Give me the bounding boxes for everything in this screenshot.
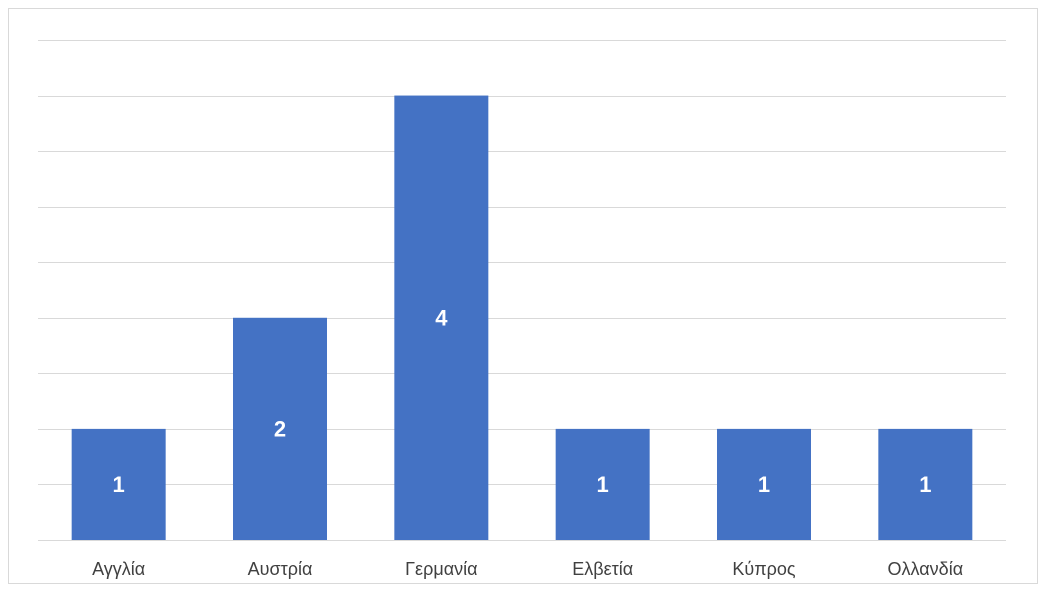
category-tick-label: Ολλανδία [888, 559, 964, 579]
data-label: 1 [758, 472, 770, 497]
category-axis: Αγγλία Αυστρία Γερμανία Ελβετία Κύπρος Ολλανδ… [92, 559, 963, 579]
bar [717, 428, 811, 540]
category-tick-label: Αγγλία [92, 559, 145, 579]
category-tick-label: Κύπρος [732, 559, 796, 579]
data-label: 1 [919, 472, 931, 497]
data-label: 4 [435, 305, 448, 330]
chart-area: 1 2 4 1 1 1 Αγγλία Αυστρία Γερμανία Ελβετία Κύπρο… [8, 8, 1038, 584]
data-label: 2 [274, 416, 286, 441]
gridlines [38, 40, 1006, 541]
bar [233, 317, 327, 540]
data-label: 1 [597, 472, 609, 497]
bar [394, 95, 489, 541]
data-labels: 1 2 4 1 1 1 [113, 305, 932, 497]
bar [71, 428, 166, 540]
bar [878, 428, 973, 540]
bars [71, 95, 973, 541]
data-label: 1 [113, 472, 125, 497]
category-tick-label: Γερμανία [405, 559, 477, 579]
category-tick-label: Ελβετία [572, 559, 633, 579]
bar-chart: 1 2 4 1 1 1 Αγγλία Αυστρία Γερμανία Ελβετία Κύπρο… [38, 40, 1006, 579]
category-tick-label: Αυστρία [248, 559, 313, 579]
bar [555, 428, 650, 540]
